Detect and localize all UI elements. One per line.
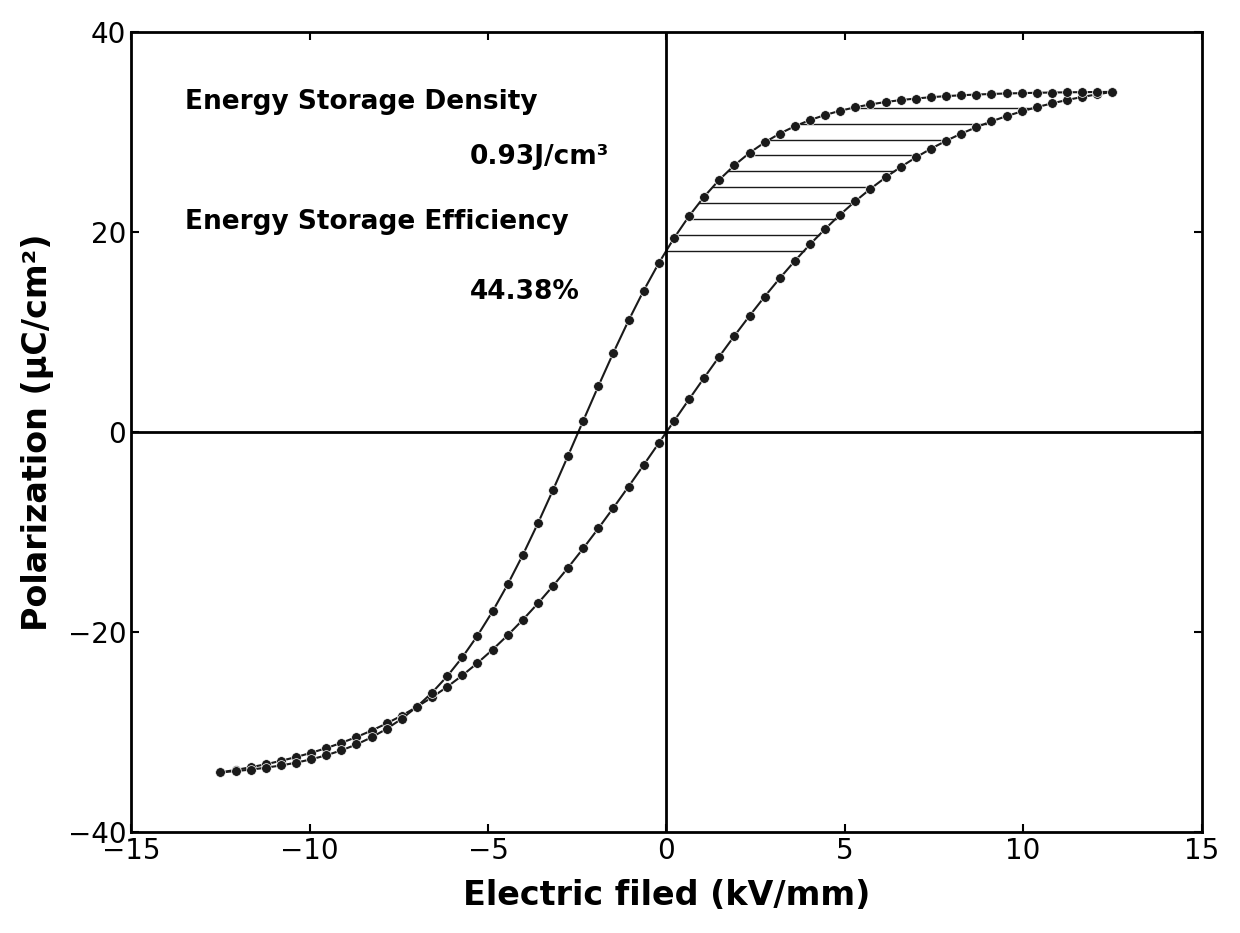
X-axis label: Electric filed (kV/mm): Electric filed (kV/mm) bbox=[463, 879, 870, 912]
Y-axis label: Polarization (μC/cm²): Polarization (μC/cm²) bbox=[21, 233, 53, 631]
Text: 44.38%: 44.38% bbox=[470, 279, 580, 305]
Text: Energy Storage Efficiency: Energy Storage Efficiency bbox=[185, 209, 568, 235]
Text: 0.93J/cm³: 0.93J/cm³ bbox=[470, 144, 609, 170]
Text: Energy Storage Density: Energy Storage Density bbox=[185, 89, 537, 115]
